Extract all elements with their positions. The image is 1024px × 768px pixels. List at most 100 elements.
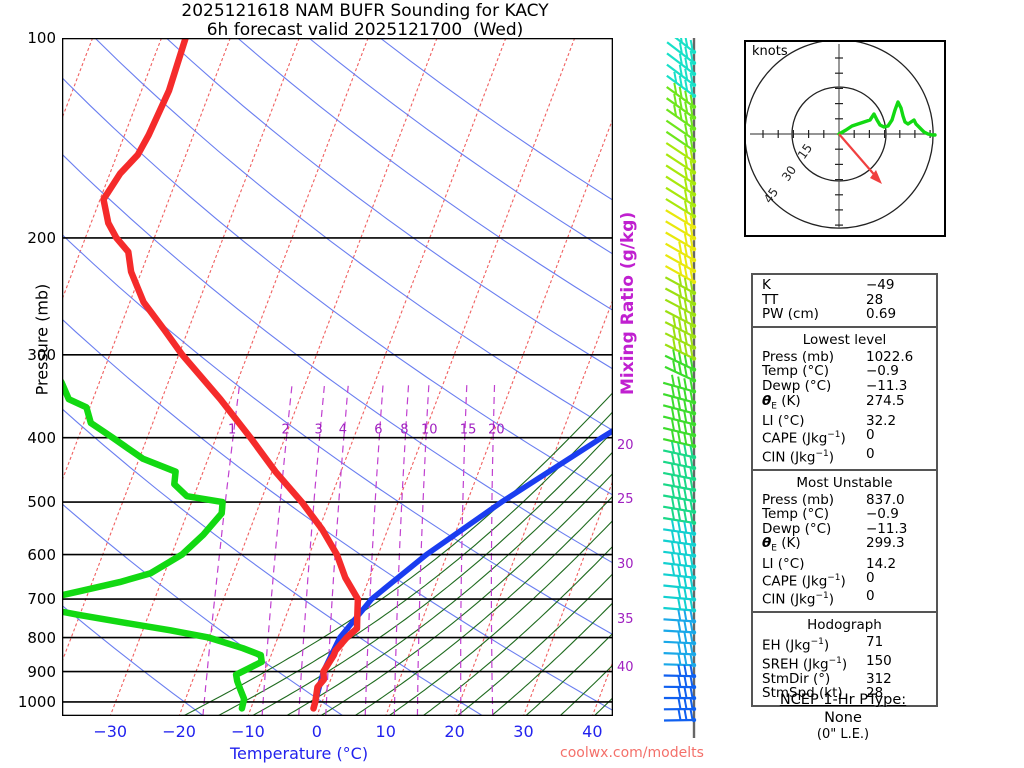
index-row: CIN (Jkg−1) 0 [753,445,936,466]
pressure-axis-title: Pressure (mb) [32,283,52,396]
temperature-tick--20: −20 [162,722,196,741]
index-row-value: 0 [866,588,875,605]
index-row-value: 274.5 [866,392,905,409]
index-row-value: −49 [866,277,895,293]
pressure-tick-1000: 1000 [17,692,56,711]
wind-barb [663,708,697,723]
wind-barb [666,41,697,66]
mixing-ratio-label: 15 [460,423,477,438]
hodograph-ring-label-45: 45 [761,185,781,206]
index-row-value: 0 [866,445,875,462]
index-row-key: CIN (Jkg−1) [762,591,834,608]
index-row-value: 28 [866,291,884,308]
temperature-tick-10: 10 [375,722,396,741]
index-row: θE (K) 299.3 [753,536,936,556]
index-row-value: 312 [866,670,892,687]
chart-title-subtitle: 6h forecast valid 2025121700 (Wed) [206,20,524,40]
wind-barb [665,130,697,153]
pressure-tick-500: 500 [27,493,56,512]
wind-barb [665,241,697,263]
index-row-key: LI (°C) [762,412,805,429]
wind-barb [663,508,697,526]
index-row: LI (°C) 14.2 [753,557,936,572]
hodograph-ring-label-30: 30 [779,163,799,184]
sounding-index-table: K −49 TT 28 PW (cm) 0.69 Lowest level Press (… [751,273,938,707]
index-row-key: CIN (Jkg−1) [762,448,834,466]
index-row-key: Temp (°C) [762,506,829,523]
wind-barb [663,587,697,602]
wind-barb [664,316,697,339]
mixing-ratio-lines [202,382,496,716]
wind-barb [663,542,697,558]
index-row-key: TT [762,291,779,308]
wind-barb [662,374,697,394]
index-row-key: CAPE (Jkg−1) [762,573,846,590]
wind-barb [662,475,697,493]
wind-barb [665,153,697,175]
hodograph-panel: 15 30 45 knots [697,0,981,276]
temperature-axis-title: Temperature (°C) [230,744,369,763]
index-row-key: EH (Jkg−1) [762,637,830,654]
wind-barb [665,119,697,142]
index-row-key: Dewp (°C) [762,520,832,537]
index-row: Dewp (°C) −11.3 [753,522,936,537]
isotherm-lines [62,38,613,716]
mixing-ratio-label: 4 [339,423,347,438]
temperature-tick-20: 20 [444,722,465,741]
index-section-lowest-level: Lowest level Press (mb) 1022.6 Temp (°C) −0… [753,328,936,471]
dewpoint-trace [62,376,265,712]
ptype-title: NCEP 1-Hr PType: [779,692,907,708]
wind-barb [665,93,697,120]
hodograph-stats-heading: Hodograph [807,617,882,634]
wind-barb [663,497,697,515]
wind-barb [663,675,697,690]
wind-barb [663,519,697,536]
wind-barb [663,486,697,504]
chart-title-line1: 2025121618 NAM BUFR Sounding for KACY [181,1,549,21]
most-unstable-heading: Most Unstable [796,474,893,491]
wind-barb [663,620,697,635]
mixing-right-label-35: 35 [617,612,634,627]
sounding-traces [62,38,613,712]
hodograph-axes [750,44,936,228]
chart-title-block: 2025121618 NAM BUFR Sounding for KACY 6h… [0,2,730,40]
index-row: TT 28 [753,291,936,308]
index-row-key: θE (K) [762,535,801,555]
wind-barb [665,104,697,131]
pressure-tick-800: 800 [27,628,56,647]
wind-barb [662,452,697,471]
temperature-tick--10: −10 [231,722,265,741]
wind-barb [665,231,697,252]
mixing-ratio-label: 2 [282,423,290,438]
index-row-value: 0 [866,570,875,587]
mixing-right-label-30: 30 [617,557,634,572]
index-row-key: θE (K) [762,392,801,412]
mixing-ratio-label: 8 [400,423,408,438]
ptype-value: None [824,710,862,726]
index-row: K −49 [753,278,936,293]
temperature-tick-0: 0 [311,722,322,741]
mixing-right-label-25: 25 [617,492,634,507]
index-row: StmSpd (kt) 28 [753,686,936,701]
index-row-value: 150 [866,652,892,669]
wind-barb [664,263,697,285]
wind-barb [663,598,697,613]
mixing-ratio-label: 3 [315,423,323,438]
wind-barb [663,653,697,668]
index-row-key: StmSpd (kt) [762,685,843,702]
index-row-key: K [762,277,771,293]
index-row: Temp (°C) −0.9 [753,507,936,522]
wind-barb [664,274,697,296]
wind-barb [666,71,697,98]
pressure-tick-700: 700 [27,590,56,609]
temperature-tick-30: 30 [513,722,534,741]
hodograph-ring-label-15: 15 [795,141,815,162]
wind-barb [663,664,697,679]
wind-barb [663,564,697,580]
index-row-value: 0.69 [866,306,897,323]
index-row: LI (°C) 32.2 [753,414,936,429]
mixing-right-label-20: 20 [617,438,634,453]
wind-barb [674,38,697,55]
wind-barb [662,397,697,416]
